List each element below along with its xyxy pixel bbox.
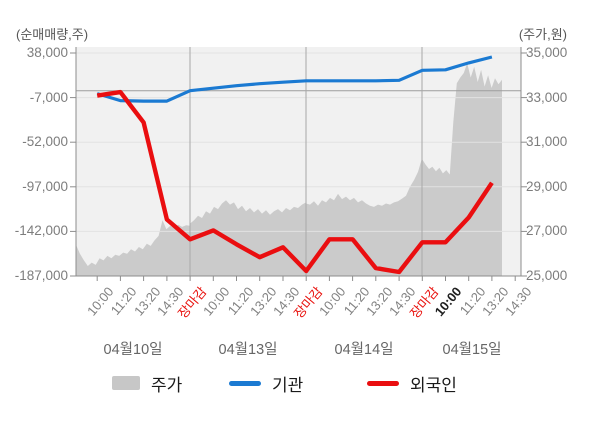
legend-label: 외국인 <box>410 375 457 395</box>
right-axis-tick: 25,000 <box>526 268 568 283</box>
left-axis-tick: -187,000 <box>14 268 68 283</box>
right-axis-title: (주가,원) <box>518 27 567 42</box>
legend-label: 주가 <box>151 375 183 395</box>
left-axis-tick: 38,000 <box>26 45 68 60</box>
right-axis-tick: 27,000 <box>526 223 568 238</box>
foreigners-line <box>96 89 494 275</box>
left-axis-title: (순매매량,주) <box>16 27 89 42</box>
line-swatch-icon <box>367 380 399 386</box>
right-axis-tick: 29,000 <box>526 179 568 194</box>
legend-item-price: 주가 <box>112 372 183 395</box>
legend-item-institutions: 기관 <box>229 372 304 395</box>
legend-label: 기관 <box>272 375 304 395</box>
legend-item-foreigners: 외국인 <box>367 372 457 395</box>
left-axis-tick: -7,000 <box>29 90 68 105</box>
institutions-line <box>96 55 493 103</box>
price-area <box>76 63 502 276</box>
left-axis-tick: -52,000 <box>22 134 68 149</box>
right-axis-tick: 35,000 <box>526 45 568 60</box>
left-axis-tick: -97,000 <box>22 179 68 194</box>
area-swatch-icon <box>112 376 140 390</box>
x-date-label: 04월14일 <box>334 342 394 358</box>
x-date-label: 04월10일 <box>103 342 163 358</box>
right-axis-tick: 31,000 <box>526 134 568 149</box>
x-date-label: 04월13일 <box>218 342 278 358</box>
right-axis-tick: 33,000 <box>526 90 568 105</box>
left-axis-tick: -142,000 <box>14 223 68 238</box>
x-date-label: 04월15일 <box>442 342 502 358</box>
line-swatch-icon <box>229 380 261 386</box>
